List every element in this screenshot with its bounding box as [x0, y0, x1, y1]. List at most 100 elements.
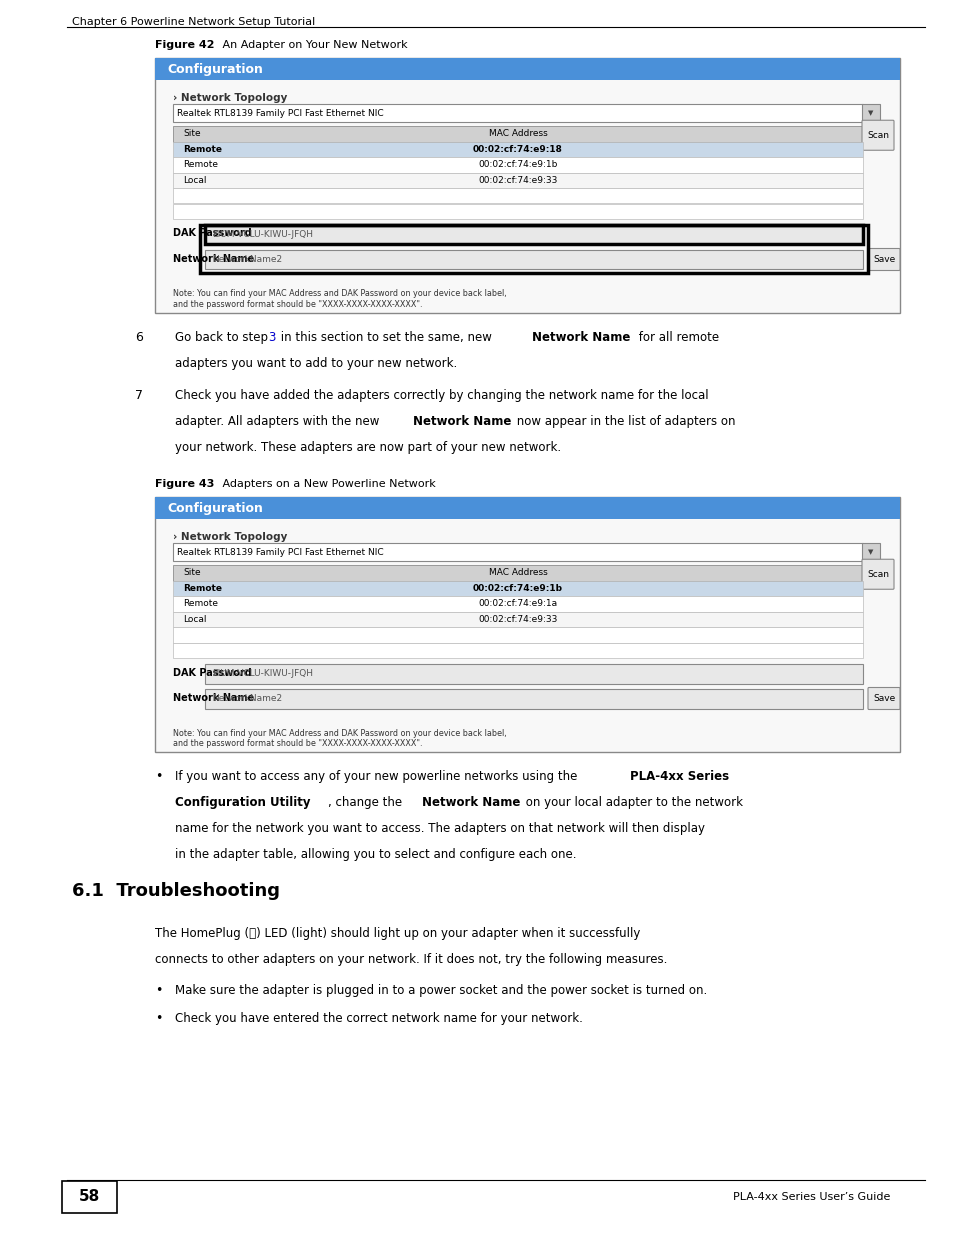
- FancyBboxPatch shape: [172, 564, 862, 580]
- Text: Save: Save: [872, 254, 894, 264]
- FancyBboxPatch shape: [205, 688, 862, 709]
- FancyBboxPatch shape: [172, 611, 862, 627]
- FancyBboxPatch shape: [172, 188, 862, 204]
- Text: Remote: Remote: [183, 161, 218, 169]
- Text: ▼: ▼: [867, 110, 873, 116]
- Text: Network Name: Network Name: [413, 415, 511, 429]
- Text: DAK Password: DAK Password: [172, 667, 252, 678]
- Text: 00:02:cf:74:e9:33: 00:02:cf:74:e9:33: [477, 615, 558, 624]
- Text: PLA-4xx Series User’s Guide: PLA-4xx Series User’s Guide: [732, 1192, 889, 1202]
- Text: Network Name: Network Name: [532, 331, 630, 345]
- Text: Realtek RTL8139 Family PCI Fast Ethernet NIC: Realtek RTL8139 Family PCI Fast Ethernet…: [177, 547, 383, 557]
- Text: connects to other adapters on your network. If it does not, try the following me: connects to other adapters on your netwo…: [154, 953, 667, 966]
- Text: MAC Address: MAC Address: [488, 130, 547, 138]
- FancyBboxPatch shape: [62, 1181, 117, 1213]
- FancyBboxPatch shape: [154, 496, 899, 519]
- FancyBboxPatch shape: [172, 580, 862, 597]
- FancyBboxPatch shape: [867, 688, 899, 709]
- FancyBboxPatch shape: [172, 126, 862, 142]
- Text: Configuration Utility: Configuration Utility: [174, 797, 310, 809]
- Text: Check you have added the adapters correctly by changing the network name for the: Check you have added the adapters correc…: [174, 389, 708, 403]
- Text: Network Name: Network Name: [421, 797, 519, 809]
- Text: Remote: Remote: [183, 144, 222, 153]
- Text: 00:02:cf:74:e9:1b: 00:02:cf:74:e9:1b: [477, 161, 558, 169]
- Text: , change the: , change the: [328, 797, 405, 809]
- Text: 00:02:cf:74:e9:33: 00:02:cf:74:e9:33: [477, 175, 558, 185]
- FancyBboxPatch shape: [205, 663, 862, 683]
- Text: 6: 6: [135, 331, 143, 345]
- FancyBboxPatch shape: [172, 142, 862, 157]
- Text: for all remote: for all remote: [635, 331, 719, 345]
- FancyBboxPatch shape: [154, 58, 899, 312]
- Text: Figure 43: Figure 43: [154, 479, 214, 489]
- Text: 7: 7: [135, 389, 143, 403]
- Text: NetworkName2: NetworkName2: [212, 694, 282, 703]
- Text: Configuration: Configuration: [167, 63, 263, 75]
- Text: MAC Address: MAC Address: [488, 568, 547, 577]
- Text: Check you have entered the correct network name for your network.: Check you have entered the correct netwo…: [174, 1011, 582, 1025]
- Text: •: •: [154, 769, 162, 783]
- Text: 00:02:cf:74:e9:1a: 00:02:cf:74:e9:1a: [478, 599, 557, 609]
- Text: Go back to step: Go back to step: [174, 331, 272, 345]
- Text: EIUM-VCLU-KIWU-JFQH: EIUM-VCLU-KIWU-JFQH: [212, 230, 313, 240]
- Text: › Network Topology: › Network Topology: [172, 532, 287, 542]
- Text: PLA-4xx Series: PLA-4xx Series: [629, 769, 728, 783]
- Text: Chapter 6 Powerline Network Setup Tutorial: Chapter 6 Powerline Network Setup Tutori…: [71, 17, 314, 27]
- Text: ▼: ▼: [867, 550, 873, 555]
- FancyBboxPatch shape: [172, 173, 862, 188]
- Text: in the adapter table, allowing you to select and configure each one.: in the adapter table, allowing you to se…: [174, 848, 576, 861]
- Text: now appear in the list of adapters on: now appear in the list of adapters on: [513, 415, 735, 429]
- FancyBboxPatch shape: [205, 225, 862, 245]
- Text: 3: 3: [268, 331, 275, 345]
- Text: Adapters on a New Powerline Network: Adapters on a New Powerline Network: [212, 479, 436, 489]
- Text: adapter. All adapters with the new: adapter. All adapters with the new: [174, 415, 383, 429]
- FancyBboxPatch shape: [154, 496, 899, 752]
- Text: If you want to access any of your new powerline networks using the: If you want to access any of your new po…: [174, 769, 580, 783]
- FancyBboxPatch shape: [862, 543, 879, 561]
- Text: Site: Site: [183, 130, 200, 138]
- FancyBboxPatch shape: [862, 120, 893, 151]
- FancyBboxPatch shape: [172, 543, 862, 561]
- Text: Network Name: Network Name: [172, 253, 253, 263]
- Text: Realtek RTL8139 Family PCI Fast Ethernet NIC: Realtek RTL8139 Family PCI Fast Ethernet…: [177, 109, 383, 117]
- FancyBboxPatch shape: [867, 248, 899, 270]
- Text: Make sure the adapter is plugged in to a power socket and the power socket is tu: Make sure the adapter is plugged in to a…: [174, 984, 706, 997]
- Text: Note: You can find your MAC Address and DAK Password on your device back label,
: Note: You can find your MAC Address and …: [172, 729, 506, 748]
- Text: in this section to set the same, new: in this section to set the same, new: [276, 331, 496, 345]
- Text: An Adapter on Your New Network: An Adapter on Your New Network: [212, 40, 407, 49]
- Text: Local: Local: [183, 175, 206, 185]
- Text: 00:02:cf:74:e9:1b: 00:02:cf:74:e9:1b: [473, 584, 562, 593]
- Text: Local: Local: [183, 615, 206, 624]
- Text: adapters you want to add to your new network.: adapters you want to add to your new net…: [174, 357, 456, 370]
- Text: Save: Save: [872, 694, 894, 703]
- Text: DAK Password: DAK Password: [172, 228, 252, 238]
- FancyBboxPatch shape: [172, 157, 862, 173]
- Text: NetworkName2: NetworkName2: [212, 254, 282, 264]
- FancyBboxPatch shape: [862, 104, 879, 122]
- Text: 58: 58: [79, 1189, 100, 1204]
- Text: 6.1  Troubleshooting: 6.1 Troubleshooting: [71, 882, 280, 900]
- Text: 00:02:cf:74:e9:18: 00:02:cf:74:e9:18: [473, 144, 562, 153]
- Text: EIUM-VCLU-KIWU-JFQH: EIUM-VCLU-KIWU-JFQH: [212, 669, 313, 678]
- Text: •: •: [154, 1011, 162, 1025]
- Text: your network. These adapters are now part of your new network.: your network. These adapters are now par…: [174, 441, 560, 454]
- Text: •: •: [154, 984, 162, 997]
- FancyBboxPatch shape: [172, 642, 862, 658]
- Text: Configuration: Configuration: [167, 501, 263, 515]
- Text: › Network Topology: › Network Topology: [172, 93, 287, 103]
- FancyBboxPatch shape: [172, 627, 862, 642]
- Text: Network Name: Network Name: [172, 693, 253, 703]
- Text: The HomePlug (⛳) LED (light) should light up on your adapter when it successfull: The HomePlug (⛳) LED (light) should ligh…: [154, 927, 639, 940]
- Text: Figure 42: Figure 42: [154, 40, 214, 49]
- Text: Scan: Scan: [866, 131, 888, 140]
- FancyBboxPatch shape: [172, 597, 862, 611]
- FancyBboxPatch shape: [172, 104, 862, 122]
- Text: Scan: Scan: [866, 569, 888, 579]
- FancyBboxPatch shape: [205, 249, 862, 269]
- FancyBboxPatch shape: [862, 559, 893, 589]
- Text: name for the network you want to access. The adapters on that network will then : name for the network you want to access.…: [174, 823, 704, 835]
- Text: Remote: Remote: [183, 584, 222, 593]
- Text: Site: Site: [183, 568, 200, 577]
- Text: Remote: Remote: [183, 599, 218, 609]
- Text: Note: You can find your MAC Address and DAK Password on your device back label,
: Note: You can find your MAC Address and …: [172, 289, 506, 309]
